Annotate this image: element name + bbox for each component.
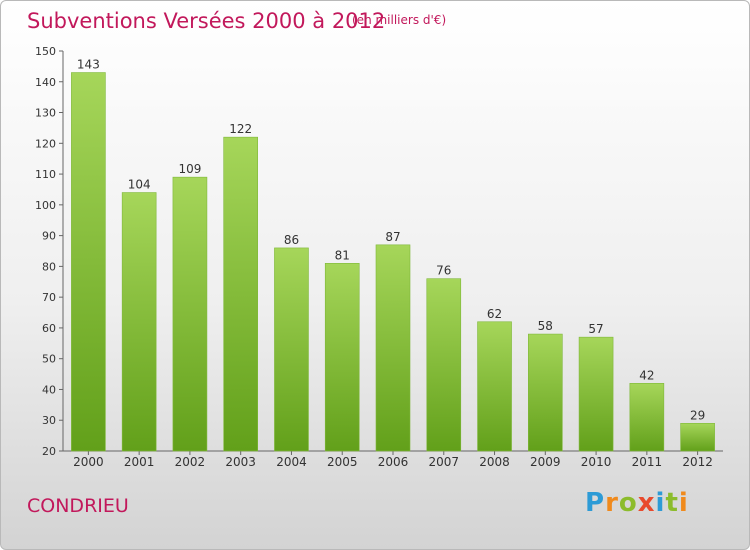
value-label-2007: 76: [436, 264, 451, 278]
bar-2012: [680, 423, 715, 452]
bar-2009: [528, 333, 563, 452]
x-tick-label: 2002: [175, 455, 206, 469]
value-label-2002: 109: [178, 162, 201, 176]
bar-2000: [71, 72, 106, 452]
x-tick-label: 2004: [276, 455, 307, 469]
y-tick: 40: [42, 383, 63, 396]
y-tick: 120: [35, 137, 63, 150]
bar-2004: [274, 247, 309, 452]
x-tick-label: 2000: [73, 455, 104, 469]
x-tick-label: 2008: [479, 455, 510, 469]
y-tick: 90: [42, 230, 63, 243]
x-tick-label: 2011: [632, 455, 663, 469]
y-tick-label: 80: [42, 260, 56, 273]
y-tick-label: 30: [42, 414, 56, 427]
y-tick-label: 110: [35, 168, 56, 181]
y-tick-label: 130: [35, 107, 56, 120]
y-tick: 110: [35, 168, 63, 181]
bar-2003: [223, 136, 258, 452]
y-tick-label: 100: [35, 199, 56, 212]
value-label-2012: 29: [690, 408, 705, 422]
bar-2007: [426, 278, 462, 452]
value-label-2001: 104: [128, 178, 151, 192]
x-tick-label: 2006: [378, 455, 409, 469]
y-tick: 20: [42, 445, 63, 458]
y-tick-label: 70: [42, 291, 56, 304]
x-tick-label: 2012: [682, 455, 713, 469]
y-tick: 50: [42, 353, 63, 366]
y-tick-label: 120: [35, 137, 56, 150]
value-label-2000: 143: [77, 58, 100, 72]
proxiti-logo: Proxiti: [585, 488, 689, 518]
bar-2011: [629, 383, 665, 452]
y-tick-label: 90: [42, 230, 56, 243]
chart-subtitle: (en milliers d'€): [352, 13, 447, 27]
y-tick: 130: [35, 107, 63, 120]
value-label-2003: 122: [229, 122, 252, 136]
value-label-2010: 57: [588, 322, 603, 336]
axes: 20 30 40 50 60 70 80 90 100 110 120 130 140 150 2000 20…: [35, 45, 723, 469]
y-tick-label: 140: [35, 76, 56, 89]
bar-2002: [172, 176, 208, 452]
value-labels: 143 104 109 122 86 81 87 76 62 58 57 42 29: [77, 58, 705, 423]
value-label-2005: 81: [335, 248, 350, 262]
x-tick-label: 2009: [530, 455, 561, 469]
bar-2005: [324, 263, 360, 452]
value-label-2011: 42: [639, 368, 654, 382]
bar-2006: [375, 244, 411, 452]
x-tick-label: 2007: [428, 455, 459, 469]
y-tick: 100: [35, 199, 63, 212]
y-tick-label: 150: [35, 45, 56, 58]
y-tick: 150: [35, 45, 63, 58]
y-tick-label: 40: [42, 383, 56, 396]
bar-2001: [121, 192, 157, 452]
x-tick-label: 2010: [581, 455, 612, 469]
value-label-2006: 87: [385, 230, 400, 244]
y-tick-label: 60: [42, 322, 56, 335]
x-tick-label: 2003: [225, 455, 256, 469]
y-tick: 80: [42, 260, 63, 273]
x-tick-label: 2005: [327, 455, 358, 469]
y-tick: 60: [42, 322, 63, 335]
y-tick-label: 50: [42, 353, 56, 366]
bars: [71, 72, 715, 452]
bar-2008: [477, 321, 512, 452]
x-tick-label: 2001: [124, 455, 155, 469]
value-label-2004: 86: [284, 233, 299, 247]
y-tick: 140: [35, 76, 63, 89]
y-tick-label: 20: [42, 445, 56, 458]
bar-2010: [578, 336, 614, 452]
value-label-2008: 62: [487, 307, 502, 321]
value-label-2009: 58: [538, 319, 553, 333]
y-tick: 30: [42, 414, 63, 427]
y-tick: 70: [42, 291, 63, 304]
place-name: CONDRIEU: [27, 495, 129, 517]
chart-title: Subventions Versées 2000 à 2012: [27, 9, 386, 33]
